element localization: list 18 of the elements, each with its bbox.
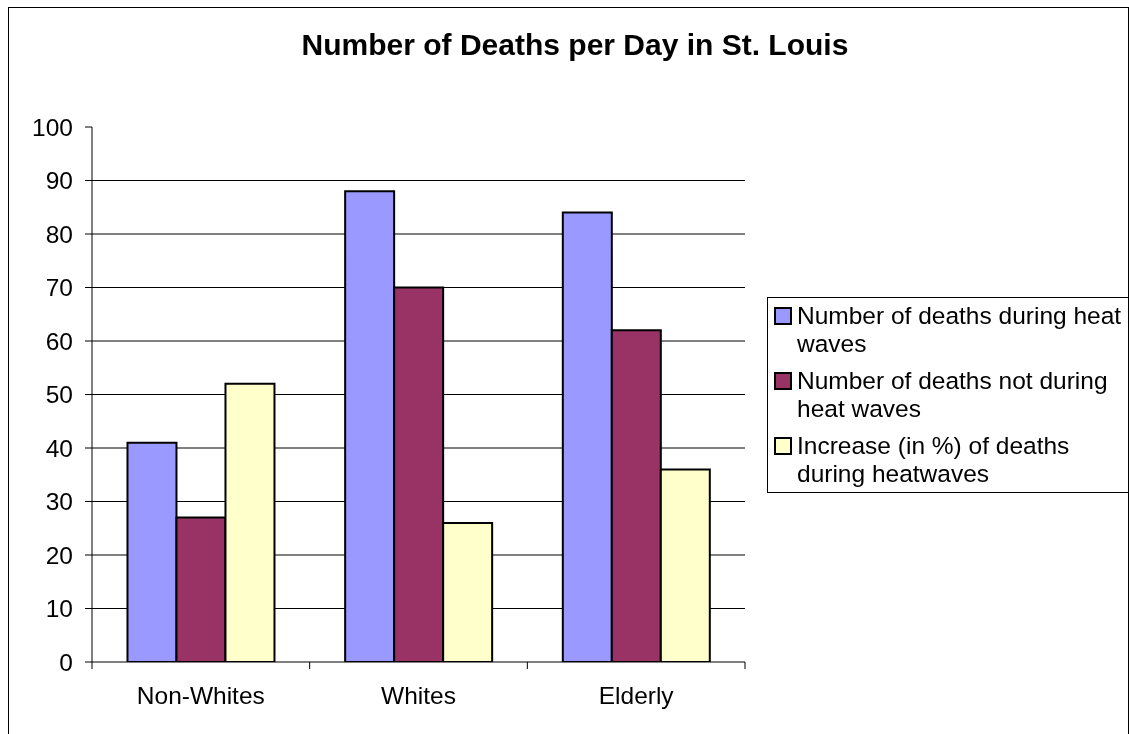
chart-title: Number of Deaths per Day in St. Louis [300, 27, 850, 63]
y-tick-label: 40 [45, 434, 73, 462]
y-tick-label: 70 [45, 274, 73, 302]
y-tick-label: 50 [45, 381, 73, 409]
y-tick-label: 80 [45, 220, 73, 248]
x-tick-label: Whites [381, 682, 456, 710]
legend-label: Increase (in %) of deaths during heatwaves [797, 431, 1071, 488]
y-tick-label: 10 [45, 595, 73, 623]
legend-label: Number of deaths not during heat waves [797, 366, 1109, 423]
x-tick-label: Elderly [598, 682, 675, 710]
x-tick-label: Non-Whites [136, 682, 265, 710]
y-tick-label: 30 [45, 488, 73, 516]
y-tick-label: 100 [32, 113, 73, 141]
y-tick-label: 90 [45, 167, 73, 195]
y-tick-label: 0 [59, 648, 73, 676]
legend-label: Number of deaths during heat waves [797, 301, 1123, 358]
y-tick-label: 20 [45, 541, 73, 569]
y-tick-label: 60 [45, 327, 73, 355]
